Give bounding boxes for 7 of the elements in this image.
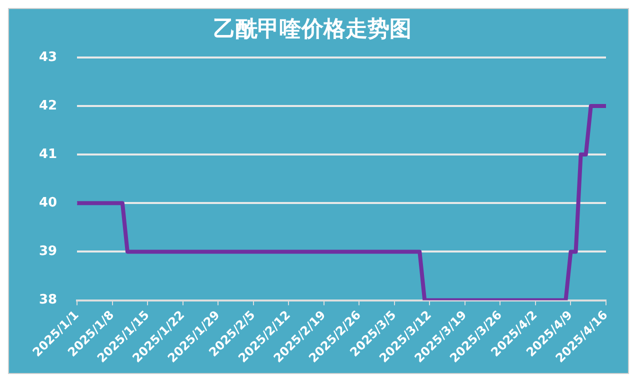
y-tick-label: 43	[38, 50, 58, 65]
y-tick-label: 40	[38, 196, 58, 211]
chart-title: 乙酰甲喹价格走势图	[214, 16, 412, 42]
y-tick-label: 42	[38, 98, 58, 114]
y-tick-label: 39	[38, 244, 58, 260]
y-tick-label: 38	[38, 292, 58, 308]
y-tick-label: 41	[38, 146, 58, 162]
